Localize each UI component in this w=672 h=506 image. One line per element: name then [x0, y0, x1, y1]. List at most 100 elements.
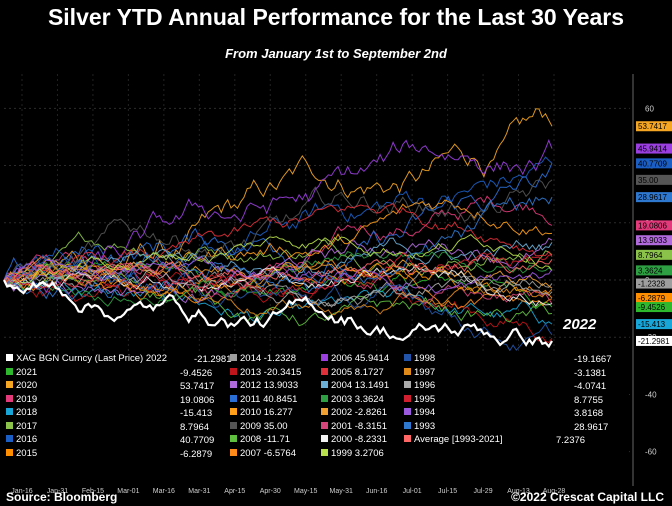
- y-tick-label: -60: [645, 448, 657, 457]
- legend-value: 28.9617: [574, 421, 609, 433]
- legend-name: 1998: [414, 353, 436, 364]
- legend-entry: 2000 -8.2331: [321, 435, 387, 445]
- legend-entry: 2001 -8.3151: [321, 421, 387, 432]
- legend-entry: 2015: [6, 448, 37, 459]
- value-label: 28.9617: [636, 192, 672, 203]
- legend-swatch: [321, 421, 328, 429]
- legend-swatch: [404, 421, 411, 429]
- svg-text:8.7964: 8.7964: [638, 251, 663, 260]
- legend-name: 2005 8.1727: [331, 366, 384, 378]
- legend-swatch: [230, 448, 237, 456]
- svg-text:13.9033: 13.9033: [638, 236, 667, 245]
- x-tick-label: Jul-29: [474, 488, 493, 495]
- legend-swatch: [6, 448, 13, 456]
- legend-value: 40.7709: [180, 435, 215, 446]
- legend-name: 2000 -8.2331: [331, 434, 387, 445]
- series-line: [3, 259, 553, 310]
- x-tick-label: Mar-16: [153, 488, 175, 495]
- legend-name: 2017: [16, 420, 38, 432]
- value-label: 3.3624: [636, 265, 672, 276]
- svg-text:-15.413: -15.413: [638, 320, 666, 329]
- legend-name: 1993: [414, 420, 436, 432]
- legend-name: 2002 -2.8261: [331, 407, 387, 418]
- value-label: 53.7417: [636, 121, 672, 131]
- legend-name: 2011 40.8451: [240, 393, 298, 405]
- svg-text:-1.2328: -1.2328: [638, 280, 666, 289]
- legend-value: -19.1667: [574, 354, 612, 365]
- series-line: [3, 256, 553, 294]
- legend-swatch: [404, 381, 411, 388]
- legend-swatch: [404, 394, 411, 402]
- legend-swatch: [6, 435, 13, 442]
- value-label: 40.7709: [636, 158, 672, 169]
- legend-swatch: [321, 408, 328, 415]
- legend-name: XAG BGN Curncy (Last Price) 2022: [16, 353, 167, 364]
- legend-entry: 1995: [404, 394, 435, 405]
- x-tick-label: Apr-15: [224, 488, 245, 495]
- svg-text:53.7417: 53.7417: [638, 122, 667, 131]
- legend-entry: 2021: [6, 366, 38, 378]
- value-label: 8.7964: [636, 249, 672, 260]
- legend-value: -3.1381: [574, 367, 607, 379]
- svg-text:28.9617: 28.9617: [638, 193, 667, 202]
- legend-entry: 2013 -20.3415: [230, 366, 302, 378]
- series-line: [3, 252, 553, 296]
- legend-swatch: [230, 435, 237, 442]
- svg-text:19.0806: 19.0806: [638, 221, 667, 230]
- value-label: 19.0806: [636, 220, 672, 231]
- svg-text:-9.4526: -9.4526: [638, 303, 666, 312]
- legend-swatch: [321, 367, 328, 375]
- legend-name: 2021: [16, 366, 38, 378]
- series-line: [3, 272, 553, 327]
- legend-swatch: [230, 354, 237, 361]
- legend-entry: 2014 -1.2328: [230, 354, 296, 364]
- legend-entry: 2007 -6.5764: [230, 448, 296, 459]
- x-tick-label: May-31: [330, 488, 353, 495]
- series-line: [3, 237, 553, 288]
- legend-entry: 2019: [6, 394, 37, 405]
- series-line: [3, 267, 553, 307]
- legend-swatch: [404, 367, 411, 375]
- source-note: Source: Bloomberg: [6, 490, 118, 504]
- series-line: [3, 237, 553, 304]
- legend-name: 1997: [414, 366, 436, 378]
- legend-name: Average [1993-2021]: [414, 434, 503, 445]
- legend-swatch: [321, 394, 328, 402]
- legend-name: 1994: [414, 407, 436, 418]
- legend-swatch: [230, 394, 237, 402]
- y-tick-label: 60: [645, 104, 654, 113]
- legend-swatch: [321, 354, 328, 361]
- legend-entry: 2009 35.00: [230, 421, 288, 432]
- series-line: [3, 195, 553, 294]
- legend-entry: 1996: [404, 381, 435, 391]
- series-line: [3, 203, 553, 284]
- legend-swatch: [6, 394, 13, 402]
- value-label: -9.4526: [636, 302, 672, 313]
- legend-value: -4.0741: [574, 381, 607, 392]
- legend-name: 2013 -20.3415: [240, 366, 302, 378]
- legend-swatch: [230, 408, 237, 415]
- series-line: [3, 268, 553, 325]
- legend-entry: 2003 3.3624: [321, 393, 384, 405]
- legend-swatch: [230, 421, 237, 429]
- legend-name: 2003 3.3624: [331, 393, 384, 405]
- x-tick-label: Jul-01: [403, 488, 422, 495]
- x-tick-label: Jan-16: [11, 488, 33, 495]
- y-tick-label: -40: [645, 390, 657, 399]
- legend-name: 1999 3.2706: [331, 447, 384, 459]
- legend-entry: 2002 -2.8261: [321, 408, 387, 418]
- svg-text:-6.2879: -6.2879: [638, 294, 666, 303]
- annotation-2022: 2022: [563, 316, 597, 333]
- legend-name: 2006 45.9414: [331, 353, 390, 364]
- x-tick-label: Aug-13: [507, 488, 530, 495]
- series-line: [3, 258, 553, 310]
- legend-value: -15.413: [180, 408, 213, 419]
- legend-name: 1996: [414, 380, 436, 391]
- x-tick-label: Jul-15: [438, 488, 457, 495]
- legend-value: 7.2376: [556, 435, 586, 446]
- series-line: [3, 250, 553, 307]
- legend-entry: 2020: [6, 381, 37, 391]
- legend-value: 3.8168: [574, 408, 604, 419]
- value-label: -1.2328: [636, 278, 672, 289]
- legend-entry: 2005 8.1727: [321, 366, 384, 378]
